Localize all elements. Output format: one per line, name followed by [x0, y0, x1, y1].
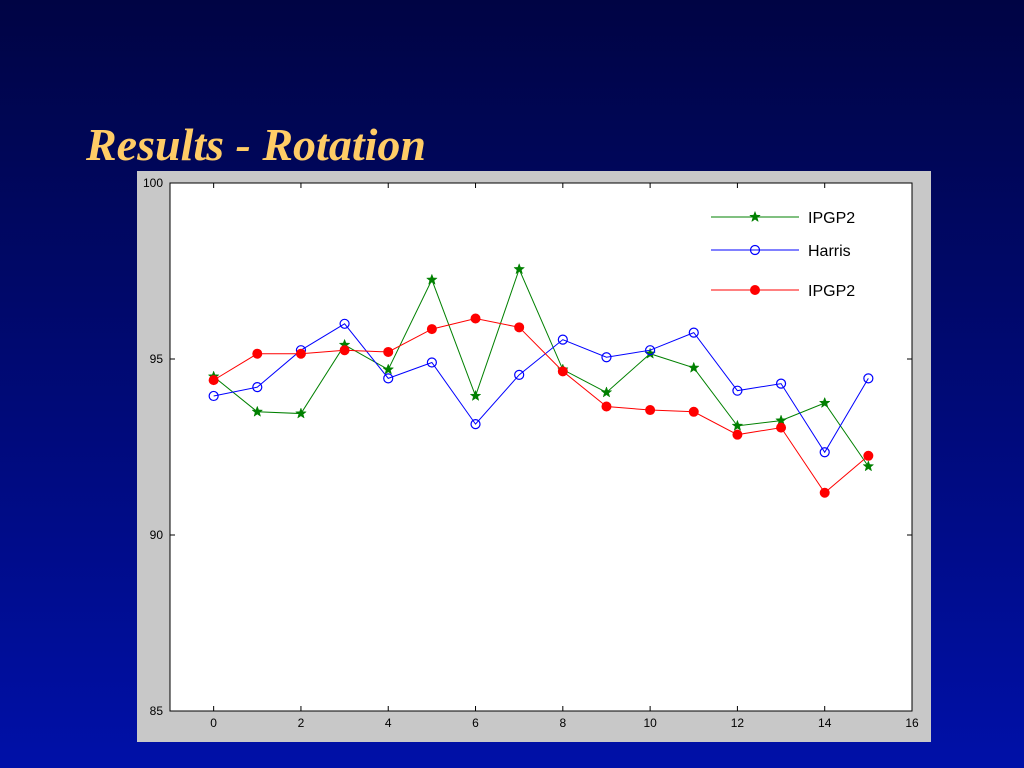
data-point [383, 346, 394, 357]
legend-marker [749, 244, 761, 256]
data-point [776, 422, 787, 433]
y-tick-label: 95 [150, 352, 164, 366]
data-point [601, 401, 612, 412]
series-3 [208, 313, 874, 498]
data-point [425, 273, 438, 285]
y-tick-label: 100 [143, 176, 163, 190]
data-point [383, 373, 394, 384]
data-point [339, 345, 350, 356]
data-point [513, 263, 526, 275]
data-point [688, 327, 699, 338]
slide-title: Results - Rotation [86, 119, 426, 170]
x-tick-label: 16 [905, 716, 919, 730]
data-point [339, 318, 350, 329]
x-tick-label: 0 [210, 716, 217, 730]
data-point [382, 363, 395, 375]
data-point [251, 405, 264, 417]
chart-figure: 0 2 4 6 8 10 12 14 16 85 90 95 100 IPGP2 Harris IPGP2 [137, 171, 931, 742]
line-chart: 0 2 4 6 8 10 12 14 16 85 90 95 100 IPGP2 Harris IPGP2 [143, 176, 919, 730]
legend-label: Harris [808, 243, 851, 260]
legend-marker [749, 210, 761, 223]
series-line [213, 323, 869, 454]
data-point [514, 322, 525, 333]
data-point [295, 348, 306, 359]
legend-label: IPGP2 [808, 210, 855, 227]
data-point [863, 450, 874, 461]
data-point [775, 378, 787, 389]
y-tick-label: 90 [150, 528, 164, 542]
x-tick-label: 2 [298, 716, 305, 730]
x-tick-label: 4 [385, 716, 392, 730]
x-tick-label: 14 [818, 716, 832, 730]
data-point [208, 375, 219, 386]
series-line [213, 318, 869, 494]
data-point [426, 357, 437, 368]
legend-item: IPGP2 [711, 283, 855, 300]
legend-label: IPGP2 [808, 283, 855, 300]
legend-marker [750, 285, 760, 295]
plot-area [169, 182, 913, 712]
data-point [601, 352, 612, 363]
x-tick-label: 10 [643, 716, 657, 730]
data-point [600, 386, 613, 398]
data-point [252, 348, 263, 359]
data-point [470, 313, 481, 324]
data-point [818, 396, 831, 409]
data-point [557, 366, 568, 377]
data-point [645, 405, 656, 416]
data-point [557, 334, 568, 345]
series-2 [208, 318, 874, 458]
data-point [295, 407, 307, 419]
data-point [863, 373, 874, 384]
data-point [687, 361, 700, 373]
data-point [732, 385, 743, 396]
data-point [469, 389, 482, 401]
data-point [819, 447, 830, 458]
x-tick-label: 8 [559, 716, 566, 730]
data-point [426, 324, 437, 335]
data-point [688, 406, 699, 417]
data-point [731, 419, 744, 431]
data-point [470, 419, 481, 430]
data-point [862, 460, 875, 472]
data-point [252, 382, 263, 393]
data-point [645, 345, 656, 356]
data-point [819, 487, 830, 498]
series-line [213, 267, 869, 467]
y-tick-label: 85 [150, 704, 164, 718]
data-point [732, 429, 743, 440]
legend-item: IPGP2 [711, 210, 855, 227]
legend-item: Harris [711, 243, 851, 260]
data-point [514, 369, 525, 380]
data-point [208, 390, 219, 402]
x-tick-label: 12 [731, 716, 745, 730]
x-tick-label: 6 [472, 716, 479, 730]
legend: IPGP2 Harris IPGP2 [711, 210, 855, 300]
